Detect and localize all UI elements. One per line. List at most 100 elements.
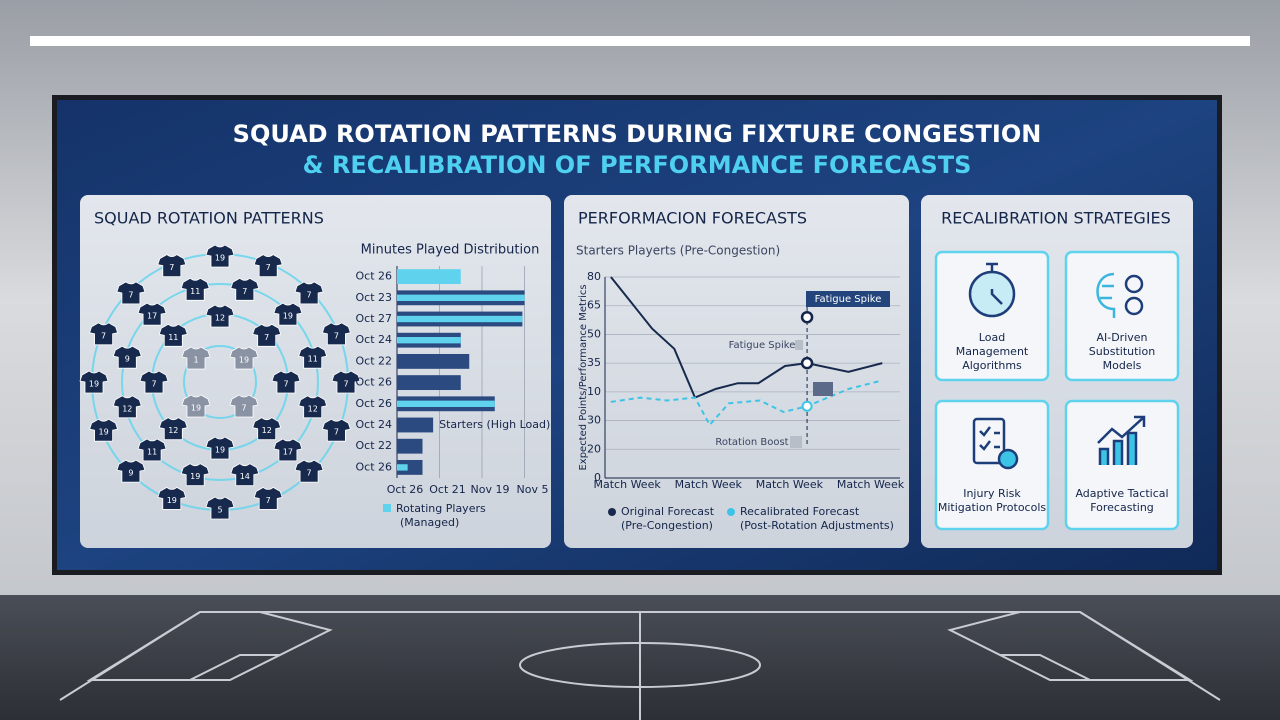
y-axis-label: Expected Points/Performance Metrics [578,284,589,470]
jersey-number: 12 [308,404,318,413]
jersey-number: 19 [89,380,99,389]
jersey: 7 [157,254,187,278]
pitch-lines [59,611,1221,720]
icon-part [1097,415,1146,444]
y-tick-label: Oct 26 [355,397,392,410]
card-label: Load [979,331,1005,344]
bar [397,269,461,285]
jersey-shape [79,370,109,394]
jersey: 7 [331,370,361,394]
jersey-number: 7 [241,404,246,413]
jersey-shape [298,345,328,369]
jersey-shape [116,459,146,483]
jersey: 19 [89,418,119,442]
jersey: 1 [181,346,211,370]
jersey: 12 [205,304,235,328]
jersey: 11 [137,438,167,462]
card-icon [972,417,1019,470]
legend-note: (Managed) [400,516,459,529]
y-tick-label: Oct 27 [355,312,392,325]
jersey-number: 7 [266,263,271,272]
jersey-number: 19 [215,446,225,455]
jersey-shape [298,395,328,419]
jersey-number: 9 [128,469,133,478]
card-label: Substitution [1089,345,1155,358]
series-label: Starters (High Load) [439,418,550,431]
jersey: 19 [229,346,259,370]
bar [397,337,461,344]
rotation-diagram: 1977777775199191977771911121714191112917… [79,244,361,520]
line-series [610,276,883,399]
jersey-number: 19 [99,428,109,437]
jersey-shape [253,486,283,510]
card-label: Models [1103,359,1142,372]
legend-label: Original Forecast [621,505,715,518]
legend-label: Recalibrated Forecast [740,505,860,518]
chart-subtitle: Starters Playerts (Pre-Congestion) [576,244,780,258]
y-tick-label: Oct 24 [355,333,392,346]
x-tick-label: Oct 26 [387,483,424,496]
y-tick-label: 35 [587,356,601,369]
jersey-number: 7 [151,380,156,389]
y-tick-label: 20 [587,442,601,455]
bar-chart: Minutes Played Distribution Oct 26 Oct 21 N… [355,243,550,530]
y-tick-label: Oct 26 [355,376,392,389]
jersey: 7 [229,394,259,418]
jersey-shape [180,277,210,301]
jersey: 19 [157,486,187,510]
y-tick-label: 65 [587,299,601,312]
main-title: SQUAD ROTATION PATTERNS DURING FIXTURE C… [233,120,1042,148]
y-tick-label: 10 [587,385,601,398]
jersey-number: 11 [147,447,157,456]
card-label: Forecasting [1090,501,1154,514]
jersey-number: 17 [283,447,293,456]
jersey-shape [158,323,188,347]
jersey-number: 7 [307,469,312,478]
jersey-shape [253,254,283,278]
icon-part [997,448,1019,470]
jersey: 12 [158,417,188,441]
bar [397,417,434,433]
icon-part [1124,296,1144,316]
x-tick-label: Match Week [675,478,743,491]
jersey-number: 1 [193,356,198,365]
card-label: Injury Risk [963,487,1021,500]
card-icon [968,262,1016,318]
annotation-box [790,436,802,448]
jersey-number: 7 [334,331,339,340]
jersey-number: 14 [240,472,250,481]
panel [564,195,909,548]
annotation: Fatigue Spike [815,294,882,305]
jersey-number: 12 [262,426,272,435]
y-tick-label: Oct 22 [355,354,392,367]
jersey-shape [137,302,167,326]
jersey: 7 [294,281,324,305]
jersey: 7 [321,418,351,442]
y-tick-label: Oct 24 [355,418,392,431]
ring [183,345,257,419]
jersey: 7 [271,370,301,394]
legend-label: Rotating Players [396,502,486,515]
jersey: 7 [294,459,324,483]
jersey: 7 [321,322,351,346]
jersey-shape [271,370,301,394]
panel-title: SQUAD ROTATION PATTERNS [94,209,324,228]
jersey: 14 [230,463,260,487]
jersey: 19 [273,302,303,326]
jersey: 9 [116,459,146,483]
jersey-shape [139,370,169,394]
jersey-number: 12 [215,314,225,323]
jersey: 5 [205,496,235,520]
jersey-shape [321,322,351,346]
jersey-shape [294,459,324,483]
jersey: 9 [112,345,142,369]
icon-part [986,262,1003,305]
y-tick-label: 80 [587,270,601,283]
annotation-box [795,340,803,350]
jersey: 7 [116,281,146,305]
card-icon [1096,272,1144,318]
jersey: 7 [253,486,283,510]
